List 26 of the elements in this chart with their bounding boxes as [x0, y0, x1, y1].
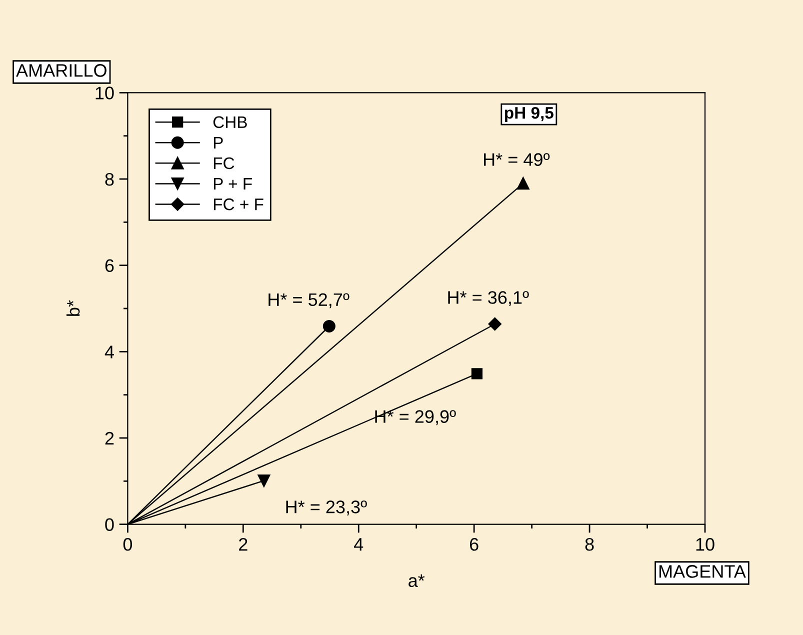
- legend-label: FC + F: [214, 198, 264, 210]
- legend-label: FC: [214, 157, 234, 170]
- y-axis-title: b*: [66, 300, 80, 316]
- text: AMARILLO: [16, 64, 106, 77]
- y-tick-label: 6: [105, 259, 114, 272]
- annotation: pH 9,5: [505, 106, 554, 122]
- x-axis-title: a*: [408, 574, 425, 588]
- x-tick-label: 0: [123, 538, 132, 551]
- y-tick-label: 4: [104, 346, 114, 358]
- y-tick-label: 8: [105, 172, 114, 186]
- annotation: H* = 36,1º: [448, 291, 529, 306]
- y-tick-label: 10: [96, 86, 114, 100]
- annotation: H* = 49º: [484, 153, 550, 166]
- annotation: H* = 52,7º: [268, 293, 350, 308]
- legend-label: P + F: [214, 178, 252, 190]
- x-tick-label: 2: [239, 538, 248, 551]
- x-tick-label: 8: [585, 538, 594, 551]
- legend-label: CHB: [213, 116, 247, 128]
- x-tick-label: 4: [354, 538, 364, 551]
- y-tick-label: 2: [105, 432, 114, 445]
- x-tick-label: 6: [470, 538, 478, 551]
- text: MAGENTA: [659, 565, 746, 578]
- legend-label: P: [214, 136, 223, 148]
- annotation: H* = 23,3º: [286, 500, 367, 516]
- y-tick-label: 0: [105, 518, 114, 532]
- x-tick-label: 10: [696, 538, 714, 551]
